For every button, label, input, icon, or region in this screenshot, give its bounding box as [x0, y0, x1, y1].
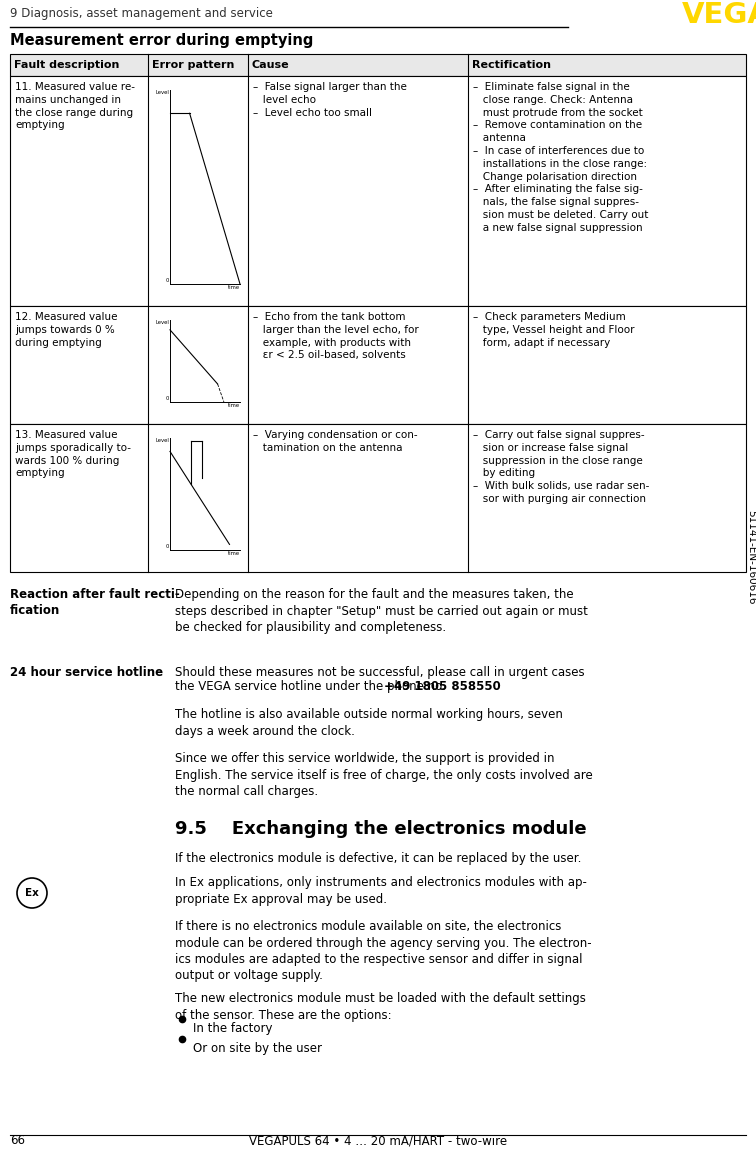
Text: Level: Level	[155, 439, 169, 443]
Text: Level: Level	[155, 90, 169, 95]
Text: –  False signal larger than the
   level echo
–  Level echo too small: – False signal larger than the level ech…	[253, 82, 407, 118]
Text: 9.5    Exchanging the electronics module: 9.5 Exchanging the electronics module	[175, 820, 587, 838]
Text: In the factory: In the factory	[193, 1022, 272, 1036]
Text: 51141-EN-160616: 51141-EN-160616	[746, 510, 756, 604]
Bar	[10, 423, 746, 572]
Text: –  Echo from the tank bottom
   larger than the level echo, for
   example, with: – Echo from the tank bottom larger than …	[253, 312, 419, 360]
Text: +49 1805 858550: +49 1805 858550	[384, 680, 500, 693]
Text: 0: 0	[166, 544, 169, 550]
Text: 12. Measured value
jumps towards 0 %
during emptying: 12. Measured value jumps towards 0 % dur…	[15, 312, 117, 347]
Text: The new electronics module must be loaded with the default settings
of the senso: The new electronics module must be loade…	[175, 992, 586, 1022]
Text: In Ex applications, only instruments and electronics modules with ap-
propriate : In Ex applications, only instruments and…	[175, 876, 587, 906]
Text: Cause: Cause	[252, 60, 290, 71]
Text: –  Carry out false signal suppres-
   sion or increase false signal
   suppressi: – Carry out false signal suppres- sion o…	[473, 430, 649, 504]
Text: Rectification: Rectification	[472, 60, 551, 71]
Text: Depending on the reason for the fault and the measures taken, the
steps describe: Depending on the reason for the fault an…	[175, 588, 588, 634]
Text: 66: 66	[10, 1134, 25, 1147]
Text: Error pattern: Error pattern	[152, 60, 234, 71]
Bar	[10, 54, 746, 76]
Text: .: .	[471, 680, 475, 693]
Text: VEGA: VEGA	[682, 1, 756, 29]
Text: If the electronics module is defective, it can be replaced by the user.: If the electronics module is defective, …	[175, 852, 581, 865]
Text: The hotline is also available outside normal working hours, seven
days a week ar: The hotline is also available outside no…	[175, 708, 563, 737]
Text: Level: Level	[155, 320, 169, 325]
Text: Reaction after fault recti-
fication: Reaction after fault recti- fication	[10, 588, 180, 618]
Text: 0: 0	[166, 396, 169, 401]
Text: Should these measures not be successful, please call in urgent cases: Should these measures not be successful,…	[175, 666, 584, 679]
Text: Or on site by the user: Or on site by the user	[193, 1042, 322, 1055]
Text: 9 Diagnosis, asset management and service: 9 Diagnosis, asset management and servic…	[10, 7, 273, 21]
Bar	[10, 305, 746, 423]
Text: 0: 0	[166, 278, 169, 283]
Text: 13. Measured value
jumps sporadically to-
wards 100 % during
emptying: 13. Measured value jumps sporadically to…	[15, 430, 131, 478]
Text: 24 hour service hotline: 24 hour service hotline	[10, 666, 163, 679]
Text: 11. Measured value re-
mains unchanged in
the close range during
emptying: 11. Measured value re- mains unchanged i…	[15, 82, 135, 131]
Text: time: time	[228, 403, 240, 408]
Text: VEGAPULS 64 • 4 … 20 mA/HART - two-wire: VEGAPULS 64 • 4 … 20 mA/HART - two-wire	[249, 1134, 507, 1147]
Text: –  Eliminate false signal in the
   close range. Check: Antenna
   must protrude: – Eliminate false signal in the close ra…	[473, 82, 649, 233]
Text: Fault description: Fault description	[14, 60, 119, 71]
Text: –  Check parameters Medium
   type, Vessel height and Floor
   form, adapt if ne: – Check parameters Medium type, Vessel h…	[473, 312, 634, 347]
Text: Since we offer this service worldwide, the support is provided in
English. The s: Since we offer this service worldwide, t…	[175, 752, 593, 798]
Text: Ex: Ex	[25, 889, 39, 898]
Text: If there is no electronics module available on site, the electronics
module can : If there is no electronics module availa…	[175, 920, 592, 982]
Text: the VEGA service hotline under the phone no.: the VEGA service hotline under the phone…	[175, 680, 450, 693]
Bar	[10, 76, 746, 305]
Text: Measurement error during emptying: Measurement error during emptying	[10, 34, 314, 49]
Text: time: time	[228, 551, 240, 557]
Text: time: time	[228, 285, 240, 290]
Text: –  Varying condensation or con-
   tamination on the antenna: – Varying condensation or con- taminatio…	[253, 430, 417, 452]
